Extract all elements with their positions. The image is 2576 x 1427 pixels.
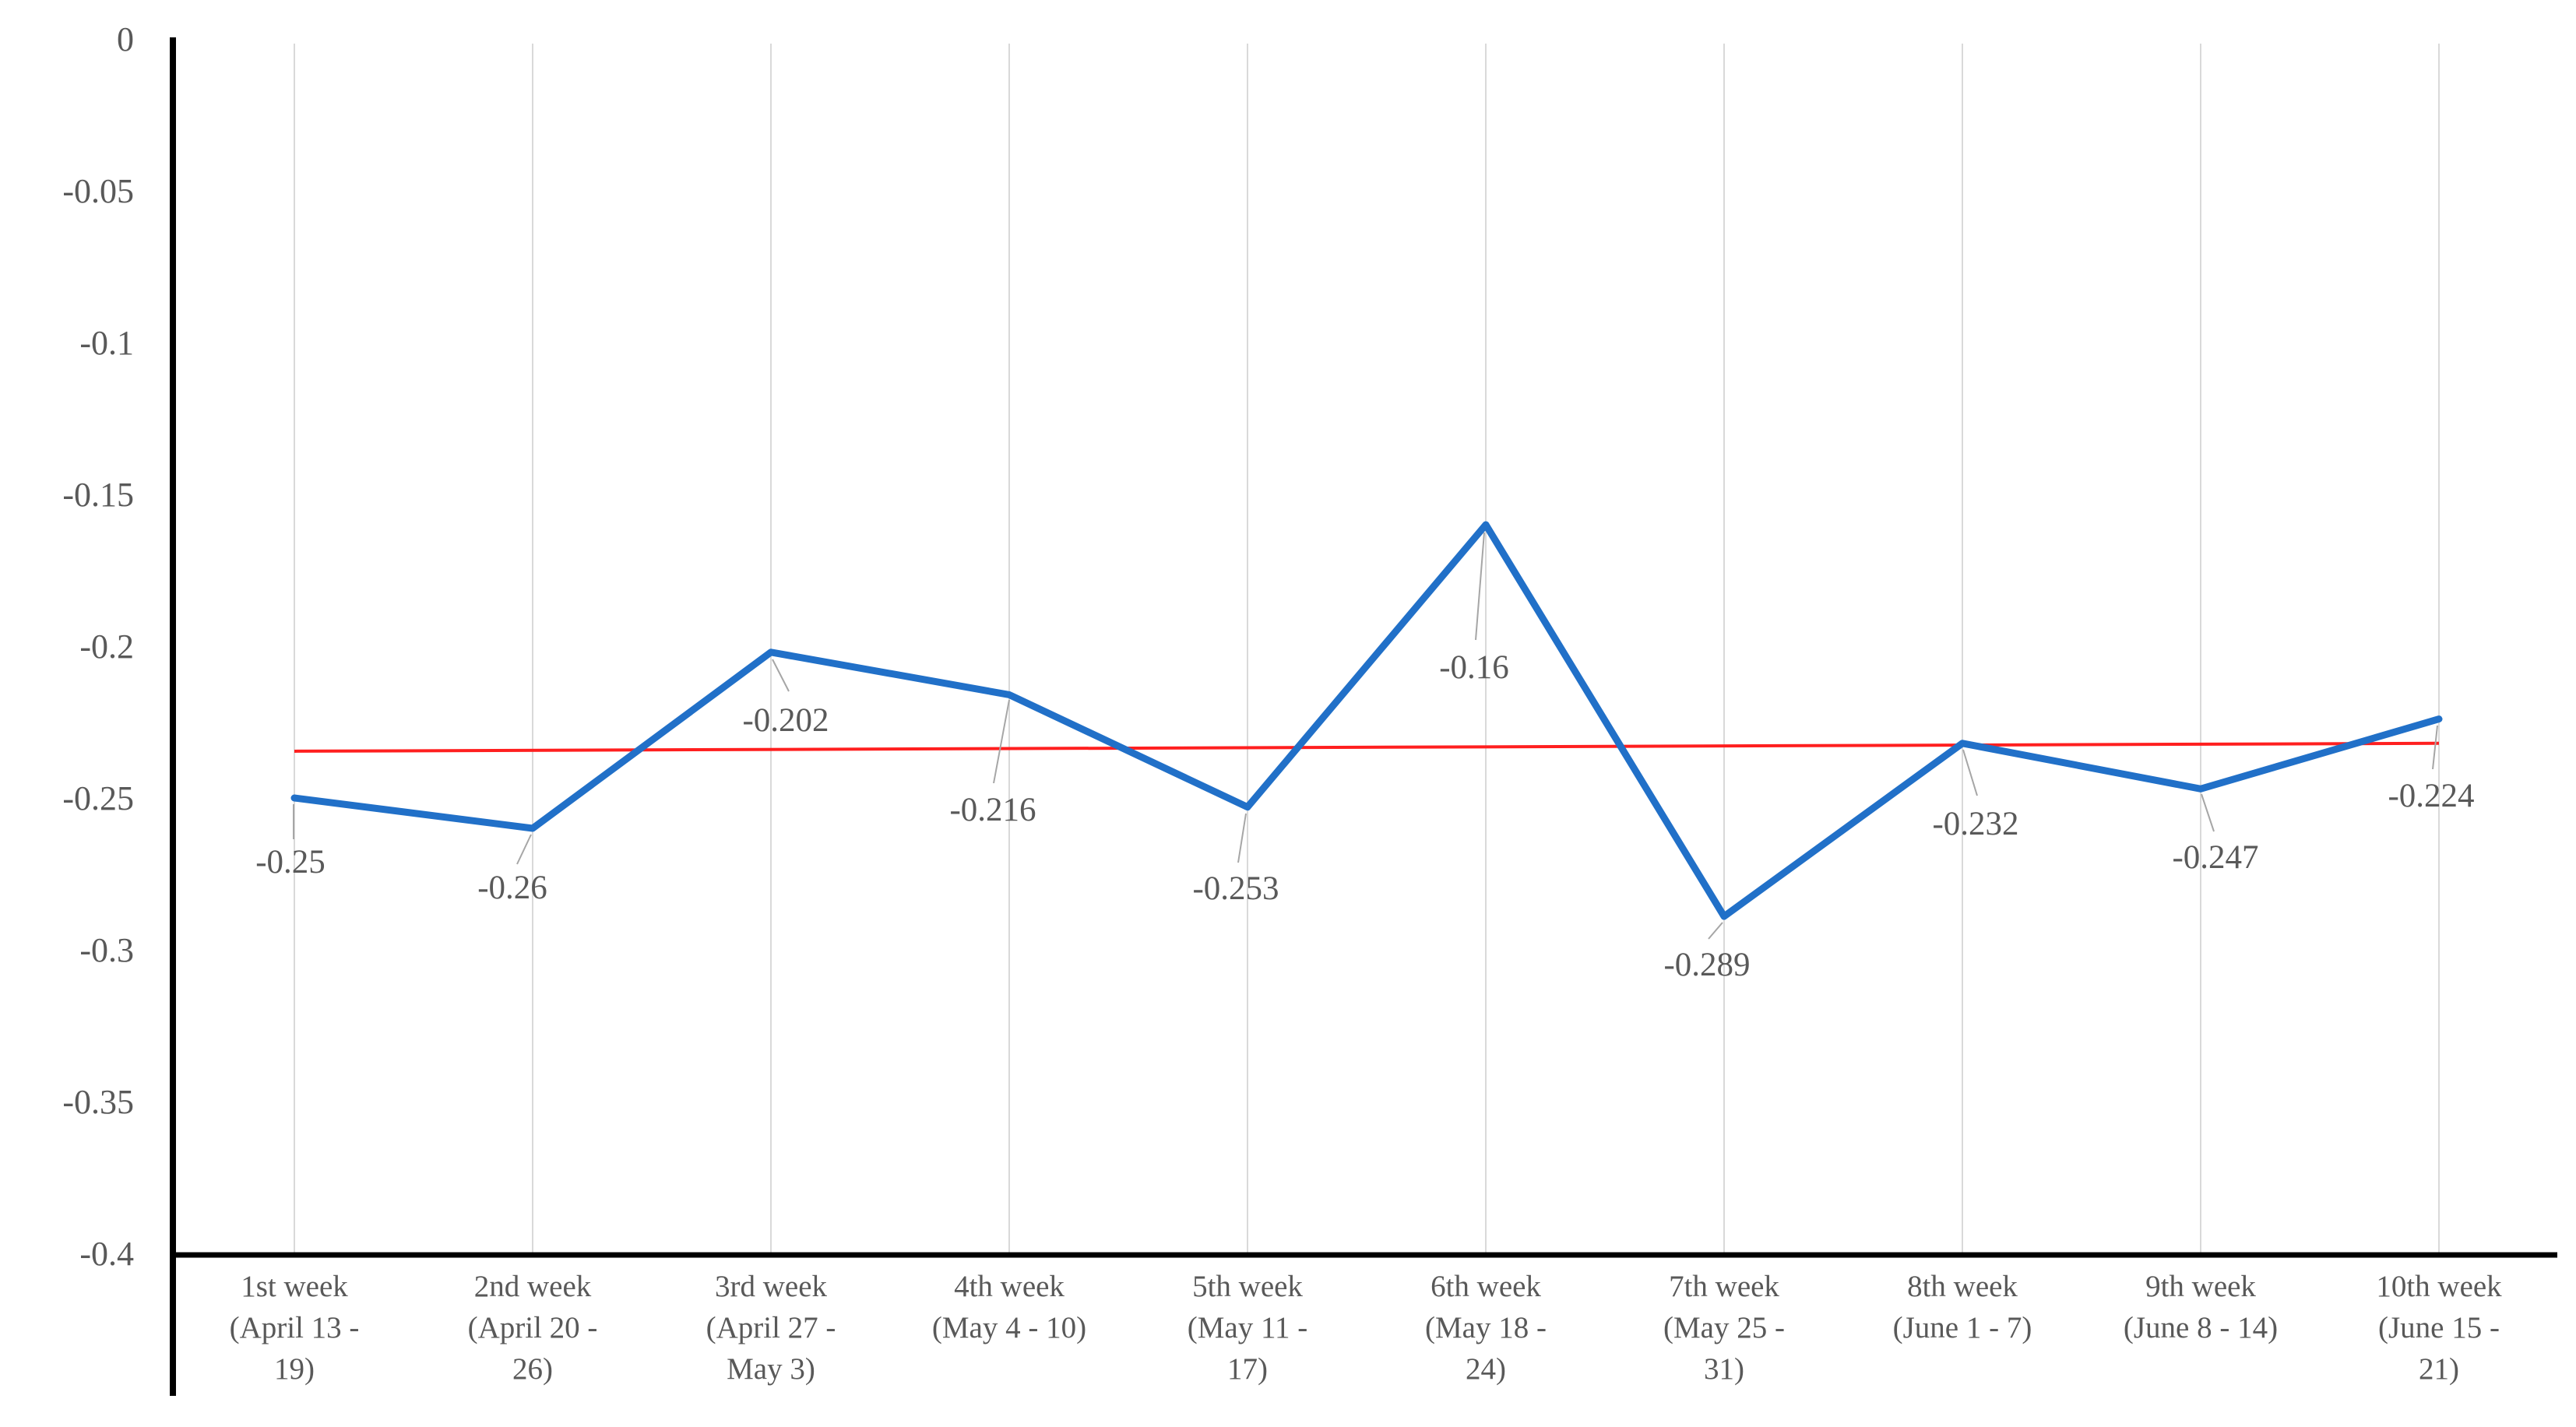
trendline <box>294 741 2440 753</box>
x-category-label: 1st week (April 13 -19) <box>230 1270 360 1386</box>
y-tick-label: -0.4 <box>79 1235 134 1273</box>
leader-line <box>1708 922 1723 940</box>
x-category-label: 10th week (June 15 -21) <box>2376 1270 2502 1386</box>
y-tick-label: 0 <box>117 20 134 58</box>
y-tick-label: -0.25 <box>62 779 134 817</box>
leader-line <box>2432 725 2438 770</box>
x-category-label: 8th week (June 1 - 7) <box>1893 1270 2032 1344</box>
data-label: -0.289 <box>1663 947 1750 983</box>
x-category-label: 6th week (May 18 -24) <box>1425 1270 1547 1386</box>
data-label: -0.16 <box>1439 649 1509 686</box>
x-category-label: 5th week (May 11 -17) <box>1188 1270 1308 1386</box>
x-category-label: 7th week (May 25 -31) <box>1663 1270 1785 1386</box>
y-tick-label: -0.2 <box>79 627 134 666</box>
y-tick-label: -0.35 <box>62 1083 134 1121</box>
y-tick-label: -0.05 <box>62 172 134 210</box>
y-tick-label: -0.1 <box>79 324 134 362</box>
leader-line <box>1962 749 1978 796</box>
leader-line <box>516 834 532 865</box>
y-tick-label: -0.15 <box>62 476 134 514</box>
data-label: -0.216 <box>949 792 1036 828</box>
data-label: -0.202 <box>742 702 829 739</box>
x-category-label: 2nd week (April 20 -26) <box>468 1270 598 1386</box>
data-label: -0.224 <box>2388 778 2474 814</box>
leader-line <box>772 659 790 692</box>
data-label: -0.247 <box>2172 839 2258 876</box>
x-category-label: 3rd week (April 27 -May 3) <box>706 1270 836 1386</box>
data-label: -0.26 <box>477 870 547 906</box>
y-tick-label: -0.3 <box>79 931 134 969</box>
data-label: -0.232 <box>1932 806 2018 842</box>
leader-line <box>1237 813 1247 863</box>
x-category-label: 4th week (May 4 - 10) <box>932 1270 1086 1344</box>
data-label: -0.253 <box>1192 870 1279 907</box>
leader-line <box>2201 793 2215 832</box>
x-category-label: 9th week (June 8 - 14) <box>2124 1270 2278 1344</box>
leader-line <box>993 699 1010 784</box>
leader-line <box>1475 532 1485 641</box>
series-line <box>290 521 2443 920</box>
data-label: -0.25 <box>255 844 326 880</box>
